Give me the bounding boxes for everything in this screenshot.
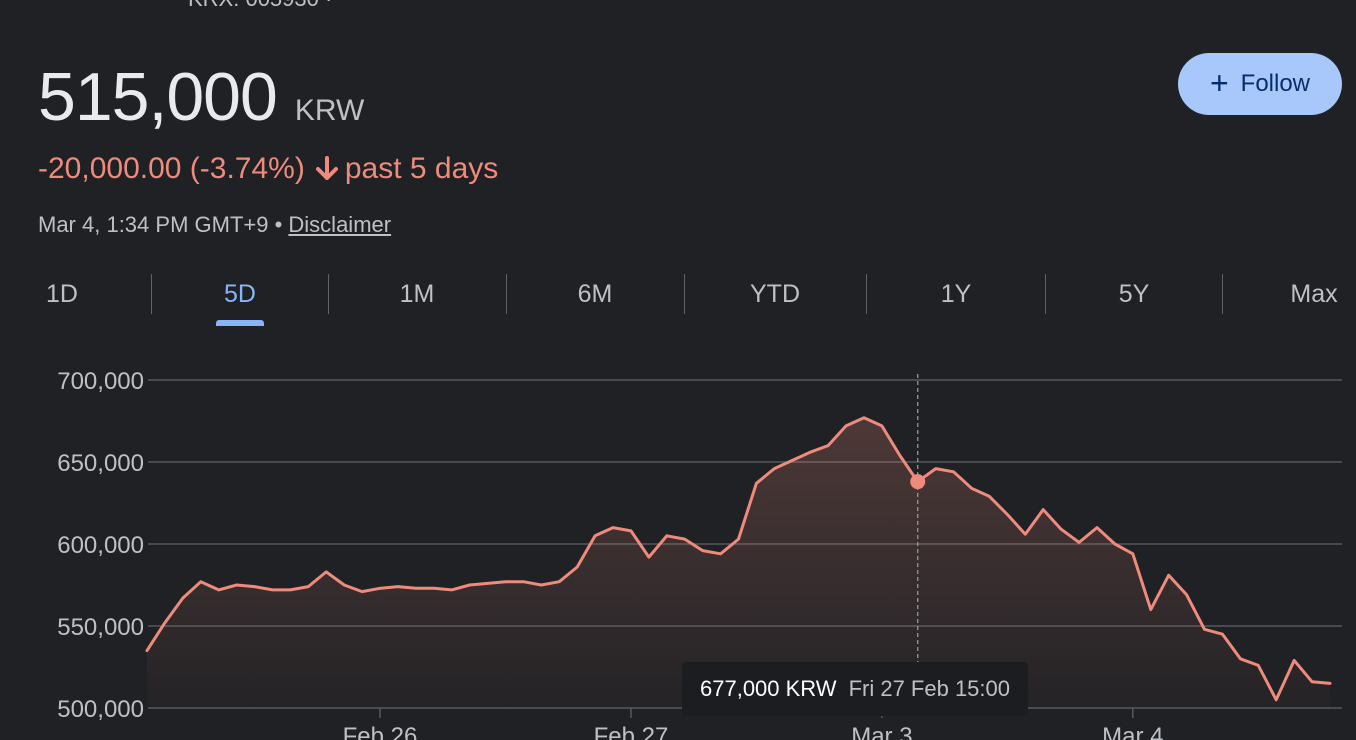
- tab-label: 5D: [224, 279, 256, 308]
- y-tick-label: 600,000: [57, 532, 144, 559]
- tab-ytd[interactable]: YTD: [725, 272, 825, 316]
- tab-divider: [1045, 274, 1046, 314]
- price-row: 515,000 KRW: [38, 58, 364, 136]
- tab-label: 1D: [46, 279, 78, 308]
- x-tick-label: Feb 27: [594, 723, 669, 740]
- x-axis-labels: Feb 26 Feb 27 Mar 3 Mar 4: [343, 723, 1164, 740]
- tab-label: 6M: [577, 279, 613, 308]
- quote-timestamp: Mar 4, 1:34 PM GMT+9 •: [38, 212, 283, 237]
- follow-button-label: Follow: [1240, 70, 1311, 97]
- y-tick-label: 650,000: [57, 450, 144, 477]
- x-tick-label: Mar 3: [851, 723, 912, 740]
- arrow-down-icon: [315, 156, 339, 182]
- change-value: -20,000.00 (-3.74%): [38, 152, 305, 185]
- tab-divider: [506, 274, 507, 314]
- plus-icon: +: [1209, 64, 1229, 101]
- y-tick-label: 550,000: [57, 614, 144, 641]
- tab-divider: [1222, 274, 1223, 314]
- change-period: past 5 days: [344, 152, 499, 185]
- quote-meta: Mar 4, 1:34 PM GMT+9 • Disclaimer: [38, 212, 391, 238]
- active-tab-indicator: [216, 320, 264, 326]
- tab-max[interactable]: Max: [1272, 272, 1356, 316]
- y-tick-label: 500,000: [57, 696, 144, 723]
- tab-label: 1Y: [940, 279, 972, 308]
- tab-divider: [866, 274, 867, 314]
- tab-label: YTD: [750, 279, 800, 308]
- tooltip-time: Fri 27 Feb 15:00: [848, 676, 1011, 701]
- tab-label: 1M: [399, 279, 435, 308]
- tab-5d[interactable]: 5D: [200, 272, 280, 326]
- price-change: -20,000.00 (-3.74%) past 5 days: [38, 152, 498, 186]
- tab-label: 5Y: [1118, 279, 1150, 308]
- x-tick-label: Feb 26: [343, 723, 418, 740]
- hover-point: [910, 474, 926, 490]
- tab-6m[interactable]: 6M: [555, 272, 635, 316]
- tab-1d[interactable]: 1D: [22, 272, 102, 316]
- tab-label: Max: [1290, 279, 1338, 308]
- follow-button[interactable]: + Follow: [1178, 53, 1342, 115]
- disclaimer-link[interactable]: Disclaimer: [288, 212, 392, 237]
- price-line: [145, 416, 1332, 702]
- range-tabs: 1D 5D 1M 6M YTD 1Y 5Y Max: [0, 272, 1356, 326]
- price-chart[interactable]: 700,000 650,000 600,000 550,000 500,000 Feb …: [0, 340, 1356, 740]
- current-price: 515,000: [38, 59, 278, 135]
- currency-label: KRW: [294, 94, 365, 127]
- tab-divider: [151, 274, 152, 314]
- tab-divider: [328, 274, 329, 314]
- tab-1m[interactable]: 1M: [377, 272, 457, 316]
- tab-5y[interactable]: 5Y: [1094, 272, 1174, 316]
- ticker-label[interactable]: KRX: 005930 ·: [188, 0, 332, 12]
- y-axis-labels: 700,000 650,000 600,000 550,000 500,000: [57, 368, 144, 723]
- price-area: [147, 417, 1330, 708]
- tab-1y[interactable]: 1Y: [916, 272, 996, 316]
- chart-tooltip: 677,000 KRW Fri 27 Feb 15:00: [682, 662, 1029, 716]
- x-tick-label: Mar 4: [1102, 723, 1163, 740]
- tab-divider: [684, 274, 685, 314]
- tooltip-value: 677,000 KRW: [700, 676, 837, 701]
- y-tick-label: 700,000: [57, 368, 144, 395]
